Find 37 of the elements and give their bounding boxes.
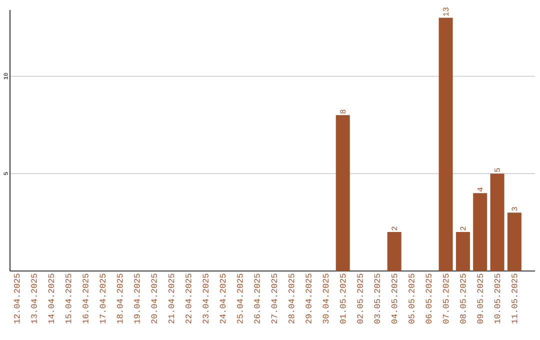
x-tick-label: 03.05.2025 xyxy=(374,274,380,324)
bar xyxy=(507,212,522,271)
x-tick-label: 30.04.2025 xyxy=(322,274,329,324)
x-tick-label: 12.04.2025 xyxy=(14,274,20,324)
x-tick-label: 05.05.2025 xyxy=(408,274,414,324)
x-tick-label: 06.05.2025 xyxy=(426,274,432,324)
x-tick-label: 23.04.2025 xyxy=(202,274,208,324)
x-tick-label: 07.05.2025 xyxy=(442,274,449,324)
x-tick-label: 09.05.2025 xyxy=(477,274,483,324)
x-tick-label: 18.04.2025 xyxy=(116,274,123,324)
x-tick-label: 26.04.2025 xyxy=(254,274,260,324)
bar xyxy=(387,232,402,271)
x-tick-label: 04.05.2025 xyxy=(391,274,398,324)
x-tick-label: 08.05.2025 xyxy=(460,274,466,324)
x-tick-label: 14.04.2025 xyxy=(48,274,54,324)
bar xyxy=(438,18,453,271)
x-tick-label: 11.05.2025 xyxy=(512,274,518,324)
x-tick-label: 20.04.2025 xyxy=(151,274,157,324)
bar xyxy=(473,193,488,271)
x-tick-label: 15.04.2025 xyxy=(65,274,72,324)
x-tick-label: 19.04.2025 xyxy=(134,274,140,324)
x-tick-label: 10.05.2025 xyxy=(494,274,500,324)
x-tick-label: 17.04.2025 xyxy=(100,274,106,324)
bar xyxy=(490,174,504,271)
x-tick-label: 22.04.2025 xyxy=(186,274,192,324)
x-tick-label: 28.04.2025 xyxy=(288,274,294,324)
x-tick-label: 01.05.2025 xyxy=(340,274,346,324)
x-tick-label: 21.04.2025 xyxy=(168,274,174,324)
x-tick-label: 16.04.2025 xyxy=(82,274,88,324)
bar xyxy=(336,115,350,271)
x-tick-label: 13.04.2025 xyxy=(31,274,37,324)
x-tick-label: 24.04.2025 xyxy=(220,274,226,324)
x-tick-label: 25.04.2025 xyxy=(237,274,243,324)
x-tick-label: 29.04.2025 xyxy=(306,274,312,324)
bar xyxy=(456,232,470,271)
x-tick-label: 27.04.2025 xyxy=(271,274,278,324)
x-tick-label: 02.05.2025 xyxy=(357,274,363,324)
